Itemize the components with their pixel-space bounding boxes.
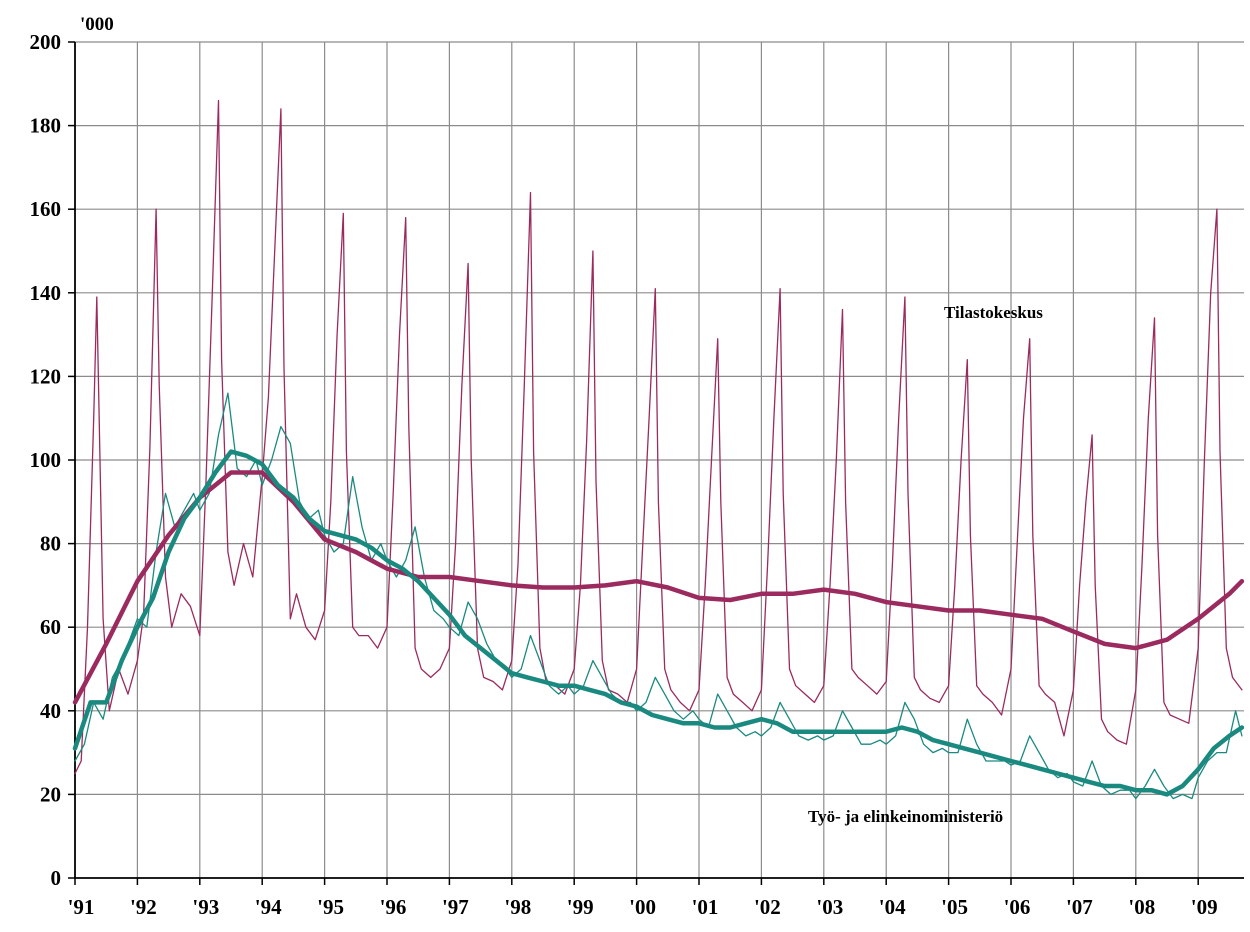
y-tick-label: 80	[40, 532, 61, 556]
y-tick-label: 40	[40, 699, 61, 723]
y-tick-label: 0	[51, 866, 62, 890]
series-line-tk-trend	[72, 470, 1245, 705]
x-tick-label: '02	[754, 895, 781, 919]
x-tick-label: '09	[1191, 895, 1218, 919]
x-tick-label: '03	[816, 895, 843, 919]
x-tick-label: '95	[317, 895, 344, 919]
x-tick-label: '01	[692, 895, 719, 919]
y-tick-label: 140	[30, 281, 62, 305]
y-tick-label: 20	[40, 782, 61, 806]
x-tick-label: '04	[879, 895, 906, 919]
x-tick-label: '07	[1066, 895, 1093, 919]
x-tick-label: '08	[1128, 895, 1155, 919]
y-tick-label: 60	[40, 615, 61, 639]
y-tick-label: 180	[30, 114, 62, 138]
x-tick-label: '96	[380, 895, 407, 919]
x-tick-label: '94	[255, 895, 282, 919]
labels: '000 Tilastokeskus Työ- ja elinkeinomini…	[80, 14, 1043, 826]
x-tick-label: '97	[442, 895, 469, 919]
x-tick-label: '99	[567, 895, 594, 919]
series-lines	[72, 99, 1245, 800]
x-tick-label: '05	[941, 895, 968, 919]
x-tick-label: '00	[629, 895, 656, 919]
axes: 0 20 40 60 80 100 120 140 160 180 200 '91 '92 '93 '94 '…	[30, 30, 1244, 919]
series-line-tem-trend	[72, 449, 1245, 797]
unit-label: '000	[80, 14, 114, 35]
y-tick-label: 100	[30, 448, 62, 472]
x-tick-label: '92	[130, 895, 157, 919]
y-tick-label: 200	[30, 30, 62, 54]
y-tick-label: 160	[30, 197, 62, 221]
x-tick-label: '91	[68, 895, 95, 919]
annotation-tem: Työ- ja elinkeinoministeriö	[808, 807, 1003, 826]
x-tick-label: '06	[1004, 895, 1031, 919]
annotation-tilastokeskus: Tilastokeskus	[944, 303, 1043, 322]
y-tick-label: 120	[30, 364, 62, 388]
x-tick-label: '98	[504, 895, 531, 919]
x-tick-label: '93	[192, 895, 219, 919]
series-line-tem-raw	[74, 392, 1243, 800]
series-line-tk-raw	[74, 99, 1243, 775]
